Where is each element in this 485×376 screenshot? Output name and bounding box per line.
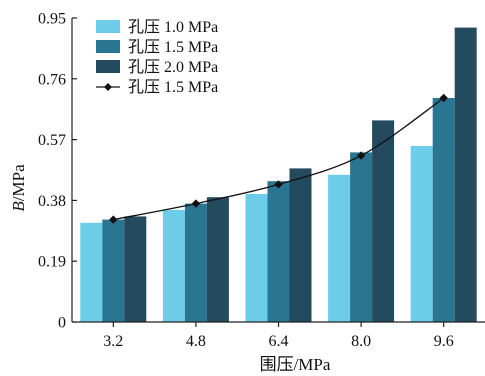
bar-1-2	[162, 210, 185, 322]
legend-swatch-3	[96, 60, 120, 73]
legend-label-1: 孔压 1.0 MPa	[128, 18, 218, 36]
bar-2-5	[432, 98, 455, 322]
bar-3-2	[206, 197, 229, 322]
bar-3-4	[372, 120, 395, 323]
y-axis-label: B/MPa	[9, 164, 28, 212]
bar-2-2	[184, 203, 207, 322]
x-tick-label: 6.4	[269, 333, 289, 350]
trend-line-layer	[109, 93, 448, 224]
y-axis-label-italic: B	[9, 201, 28, 212]
bar-1-5	[410, 146, 433, 322]
legend-label-2: 孔压 1.5 MPa	[128, 38, 218, 56]
bar-2-1	[102, 219, 125, 322]
y-tick-label: 0.95	[38, 11, 66, 28]
bars-layer	[80, 27, 477, 323]
line-point-2	[191, 199, 201, 208]
legend-marker-4	[104, 83, 112, 91]
x-tick-label: 3.2	[103, 333, 123, 350]
bar-3-1	[124, 216, 147, 322]
y-tick-label: 0.76	[38, 71, 66, 88]
line-point-1	[109, 215, 118, 224]
x-axis-label: 围压/MPa	[260, 355, 331, 374]
bar-2-3	[267, 181, 290, 322]
y-axis-label-unit: /MPa	[9, 164, 28, 201]
x-tick-label: 8.0	[351, 333, 371, 350]
bar-3-5	[454, 27, 477, 322]
bar-1-3	[245, 194, 268, 322]
legend-label-3: 孔压 2.0 MPa	[128, 58, 218, 76]
x-tick-label: 4.8	[186, 333, 206, 350]
bar-2-4	[350, 152, 373, 322]
bar-1-4	[328, 174, 351, 322]
ticks-layer: 0 0.19 0.38 0.57 0.76 0.95 3.2 4.8 6.4 8.0 9.6	[38, 11, 454, 351]
legend-swatch-2	[96, 40, 120, 53]
legend-swatch-1	[96, 20, 120, 33]
line-point-3	[274, 180, 283, 189]
y-tick-label: 0	[58, 315, 66, 332]
legend-label-4: 孔压 1.5 MPa	[128, 78, 218, 96]
y-tick-label: 0.57	[38, 132, 66, 149]
y-tick-label: 0.19	[38, 254, 66, 271]
line-point-5	[439, 93, 448, 103]
bar-3-3	[289, 168, 312, 322]
legend: 孔压 1.0 MPa 孔压 1.5 MPa 孔压 2.0 MPa 孔压 1.5 MPa	[96, 18, 218, 96]
x-tick-label: 9.6	[434, 333, 454, 350]
bar-1-1	[80, 222, 103, 322]
y-tick-label: 0.38	[38, 193, 66, 210]
line-point-4	[356, 151, 366, 160]
